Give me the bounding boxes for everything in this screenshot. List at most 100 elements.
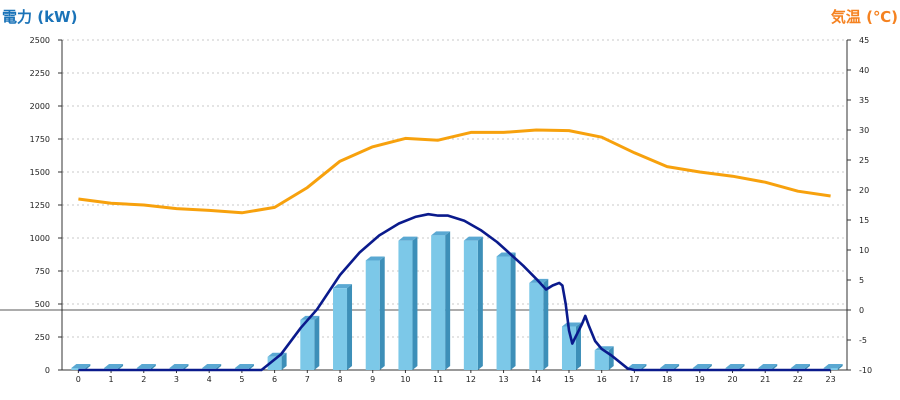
left-tick-label: 1500 bbox=[30, 168, 50, 177]
x-tick-label: 8 bbox=[337, 375, 342, 384]
power-bar-side bbox=[543, 278, 549, 370]
x-tick-label: 23 bbox=[826, 375, 836, 384]
power-bar-side bbox=[412, 236, 418, 370]
power-bar bbox=[594, 346, 614, 370]
power-bar-top bbox=[365, 256, 385, 261]
power-bar-top bbox=[431, 231, 451, 236]
x-tick-label: 21 bbox=[760, 375, 770, 384]
right-tick-label: 20 bbox=[859, 186, 869, 195]
right-tick-label: 30 bbox=[859, 126, 869, 135]
right-tick-label: 25 bbox=[859, 156, 869, 165]
power-bar bbox=[333, 284, 353, 370]
power-bar bbox=[431, 231, 451, 370]
power-bar bbox=[71, 364, 91, 370]
x-tick-label: 16 bbox=[597, 375, 607, 384]
temperature-line bbox=[78, 128, 831, 215]
power-bar-front bbox=[496, 256, 511, 370]
power-bar bbox=[529, 278, 549, 370]
right-tick-label: 10 bbox=[859, 246, 869, 255]
x-tick-label: 22 bbox=[793, 375, 803, 384]
power-bar-front bbox=[365, 260, 380, 370]
right-tick-label: -10 bbox=[859, 366, 872, 375]
x-tick-label: 12 bbox=[466, 375, 476, 384]
power-bar-side bbox=[706, 364, 712, 370]
power-bar-side bbox=[379, 256, 385, 370]
power-bar-side bbox=[216, 364, 222, 370]
left-tick-label: 250 bbox=[35, 333, 50, 342]
power-bar-side bbox=[248, 364, 254, 370]
power-bar-front bbox=[431, 235, 446, 370]
left-tick-label: 2500 bbox=[30, 36, 50, 45]
power-bar bbox=[496, 252, 516, 370]
power-bar-top bbox=[398, 236, 418, 241]
x-tick-label: 15 bbox=[564, 375, 574, 384]
left-tick-label: 0 bbox=[45, 366, 50, 375]
power-bar-side bbox=[314, 315, 320, 370]
power-bar-top bbox=[561, 322, 581, 327]
power-bar-side bbox=[183, 364, 189, 370]
x-tick-label: 10 bbox=[400, 375, 410, 384]
x-tick-label: 14 bbox=[531, 375, 541, 384]
x-tick-label: 11 bbox=[433, 375, 443, 384]
left-tick-label: 1750 bbox=[30, 135, 50, 144]
x-tick-label: 7 bbox=[305, 375, 310, 384]
right-tick-label: 35 bbox=[859, 96, 869, 105]
right-tick-label: 45 bbox=[859, 36, 869, 45]
x-tick-label: 1 bbox=[109, 375, 114, 384]
right-tick-label: 40 bbox=[859, 66, 869, 75]
right-tick-label: 5 bbox=[859, 276, 864, 285]
x-tick-label: 4 bbox=[207, 375, 212, 384]
power-bar-side bbox=[150, 364, 156, 370]
power-bar-front bbox=[71, 368, 86, 370]
power-bar-top bbox=[333, 284, 353, 289]
left-tick-label: 750 bbox=[35, 267, 50, 276]
power-bar-top bbox=[202, 364, 222, 368]
power-bar-front bbox=[267, 356, 282, 370]
power-bar-top bbox=[692, 364, 712, 368]
power-bar-side bbox=[347, 284, 353, 370]
power-bar-top bbox=[823, 364, 843, 368]
power-bar-top bbox=[725, 364, 745, 368]
power-bar-side bbox=[641, 364, 647, 370]
power-bar-side bbox=[674, 364, 680, 370]
power-bar-front bbox=[823, 368, 838, 370]
power-bar-top bbox=[660, 364, 680, 368]
power-bar-top bbox=[71, 364, 91, 368]
tick-labels: 02505007501000125015001750200022502500-1… bbox=[30, 36, 872, 384]
power-bar-top bbox=[104, 364, 124, 368]
power-bar bbox=[398, 236, 418, 370]
power-bar-front bbox=[529, 282, 544, 370]
power-bar-side bbox=[739, 364, 745, 370]
x-tick-label: 18 bbox=[662, 375, 672, 384]
x-tick-label: 0 bbox=[76, 375, 81, 384]
power-bar-side bbox=[281, 352, 287, 370]
power-bar-top bbox=[169, 364, 189, 368]
power-bar-top bbox=[463, 236, 483, 241]
right-tick-label: 15 bbox=[859, 216, 869, 225]
left-tick-label: 1250 bbox=[30, 201, 50, 210]
power-bar-side bbox=[772, 364, 778, 370]
x-tick-label: 2 bbox=[141, 375, 146, 384]
power-bar bbox=[365, 256, 385, 370]
power-bar-side bbox=[608, 346, 614, 370]
power-bar-side bbox=[837, 364, 843, 370]
gridlines bbox=[62, 39, 847, 338]
x-tick-label: 13 bbox=[498, 375, 508, 384]
power-bars bbox=[71, 231, 843, 370]
x-tick-label: 17 bbox=[629, 375, 639, 384]
left-axis-title: 電力 (kW) bbox=[2, 8, 77, 26]
power-bar-side bbox=[510, 252, 516, 370]
power-bar-front bbox=[398, 240, 413, 370]
series-lines bbox=[78, 128, 831, 372]
power-bar-side bbox=[445, 231, 451, 370]
power-bar-top bbox=[136, 364, 156, 368]
power-bar-front bbox=[594, 350, 609, 370]
x-tick-label: 6 bbox=[272, 375, 277, 384]
power-bar-side bbox=[85, 364, 91, 370]
power-bar-front bbox=[463, 240, 478, 370]
left-tick-label: 2000 bbox=[30, 102, 50, 111]
power-bar-top bbox=[234, 364, 254, 368]
left-tick-label: 1000 bbox=[30, 234, 50, 243]
power-bar-side bbox=[804, 364, 810, 370]
